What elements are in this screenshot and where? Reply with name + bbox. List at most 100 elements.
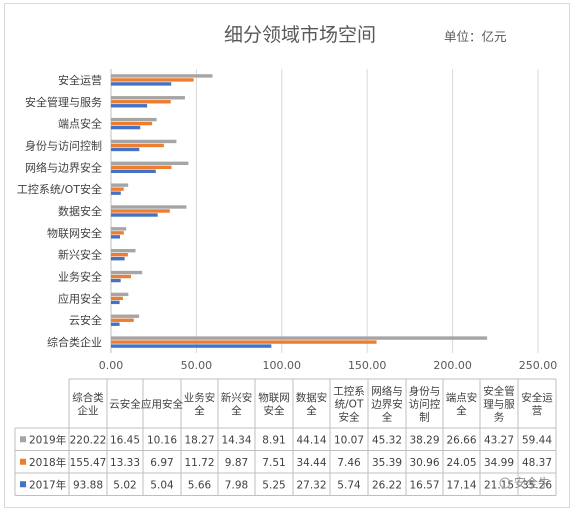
table-value-cell: 8.91	[262, 434, 285, 446]
table-value-cell: 14.34	[221, 434, 251, 446]
table-header-cell: 全	[456, 404, 467, 417]
table-header-cell: 综合类	[72, 391, 104, 404]
table-header-cell: 访问控	[409, 398, 441, 411]
table-header-cell: 云安全	[109, 398, 141, 411]
table-value-cell: 16.45	[110, 434, 140, 446]
watermark: 安全牛	[499, 475, 550, 490]
bars	[111, 74, 488, 348]
table-value-cell: 27.32	[296, 479, 326, 491]
table-header-cell: 全	[194, 404, 205, 417]
table-value-cell: 155.47	[70, 457, 107, 469]
category-label: 身份与访问控制	[25, 138, 102, 152]
table-value-cell: 10.16	[147, 434, 177, 446]
bar-2018年-安全运营	[111, 78, 194, 82]
bar-2018年-应用安全	[111, 296, 123, 301]
table-value-cell: 220.22	[70, 434, 107, 446]
x-tick-label: 50.00	[181, 359, 213, 372]
table-header-cell: 业务安	[184, 391, 216, 404]
table-value-cell: 18.27	[184, 434, 214, 446]
bar-2018年-工控系统/OT安全	[111, 187, 124, 191]
table-value-cell: 26.22	[372, 479, 402, 491]
gridlines	[110, 69, 539, 353]
table-header-cell: 统/OT	[335, 398, 364, 411]
x-tick-label: 200.00	[433, 359, 472, 372]
table-header-cell: 务	[494, 411, 505, 424]
table-header-cell: 身份与	[409, 385, 441, 398]
table-value-cell: 7.98	[225, 479, 248, 491]
table-header-cell: 安全运	[521, 391, 553, 404]
x-tick-label: 250.00	[519, 359, 558, 372]
x-axis-ticks: 0.00 50.00 100.00 150.00 200.00 250.00	[99, 359, 558, 372]
table-value-cell: 7.51	[262, 457, 285, 469]
legend-label: 2018年	[29, 456, 66, 469]
bar-2017年-工控系统/OT安全	[111, 191, 121, 195]
category-label: 物联网安全	[47, 226, 102, 240]
bar-2019年-身份与访问控制	[111, 139, 177, 144]
table-header-cell: 网络与	[371, 385, 403, 398]
bar-2018年-端点安全	[111, 121, 153, 126]
table-value-cell: 11.72	[184, 457, 214, 469]
category-label: 网络与边界安全	[25, 160, 102, 174]
table-value-cell: 93.88	[73, 479, 103, 491]
table-header-cell: 端点安	[446, 391, 478, 404]
bar-2018年-网络与边界安全	[111, 165, 172, 170]
watermark-icon	[499, 477, 511, 489]
table-header-cell: 边界安	[371, 398, 403, 411]
chart-frame	[4, 3, 570, 508]
category-label: 安全运营	[58, 73, 102, 87]
bar-2017年-安全运营	[111, 82, 172, 86]
table-value-cell: 30.96	[409, 457, 439, 469]
category-label: 端点安全	[58, 117, 102, 131]
table-value-cell: 9.87	[225, 457, 248, 469]
bar-2019年-安全运营	[111, 74, 213, 78]
table-value-cell: 35.26	[522, 479, 552, 491]
category-label: 新兴安全	[58, 248, 102, 262]
bar-2017年-数据安全	[111, 213, 158, 217]
table-header-cell: 物联网	[258, 391, 290, 404]
bar-2018年-物联网安全	[111, 231, 124, 235]
category-label: 综合类企业	[47, 335, 102, 349]
table-header-cell: 全	[306, 404, 317, 417]
table-value-cell: 5.66	[188, 479, 212, 491]
bar-2018年-业务安全	[111, 274, 132, 279]
bar-2017年-身份与访问控制	[111, 147, 140, 152]
table-header-cell: 企业	[78, 404, 99, 417]
legend-key-2018年	[20, 458, 26, 465]
table-header-cell: 全	[231, 404, 242, 417]
category-label: 业务安全	[58, 270, 102, 284]
bar-2018年-云安全	[111, 318, 134, 322]
bar-2019年-端点安全	[111, 117, 157, 122]
watermark-text: 安全牛	[514, 475, 550, 490]
category-labels: 综合类企业 云安全 应用安全 业务安全 新兴安全 物联网安全 数据安全 工控系统/OT安全 网络…	[17, 73, 102, 349]
category-label: 安全管理与服务	[25, 95, 102, 109]
table-value-cell: 34.44	[296, 457, 326, 469]
bar-2017年-新兴安全	[111, 256, 125, 261]
table-value-cell: 48.37	[522, 457, 552, 469]
bar-2019年-应用安全	[111, 292, 129, 297]
table-header-cell: 全	[382, 411, 393, 424]
table-value-cell: 38.29	[409, 434, 439, 446]
table-header-cell: 理与服	[483, 399, 515, 411]
table-header-cell: 应用安全	[141, 398, 183, 411]
bar-2017年-应用安全	[111, 300, 120, 305]
bar-2019年-安全管理与服务	[111, 96, 185, 100]
bar-2019年-云安全	[111, 314, 140, 318]
bar-2019年-综合类企业	[111, 336, 488, 340]
bar-2017年-物联网安全	[111, 235, 120, 239]
table-value-cell: 35.39	[372, 457, 402, 469]
bar-2018年-安全管理与服务	[111, 100, 171, 104]
table-value-cell: 34.99	[484, 457, 514, 469]
table-value-cell: 59.44	[522, 434, 552, 446]
legend-key-2017年	[20, 481, 26, 488]
bar-2017年-业务安全	[111, 278, 121, 283]
table-value-cell: 43.27	[484, 434, 514, 446]
table-value-cell: 5.25	[262, 479, 285, 491]
category-label: 云安全	[69, 313, 102, 327]
legend-label: 2019年	[29, 433, 66, 446]
category-label: 数据安全	[58, 204, 102, 218]
table-value-cell: 10.07	[334, 434, 364, 446]
bar-2018年-综合类企业	[111, 340, 377, 344]
bar-2019年-物联网安全	[111, 227, 127, 231]
